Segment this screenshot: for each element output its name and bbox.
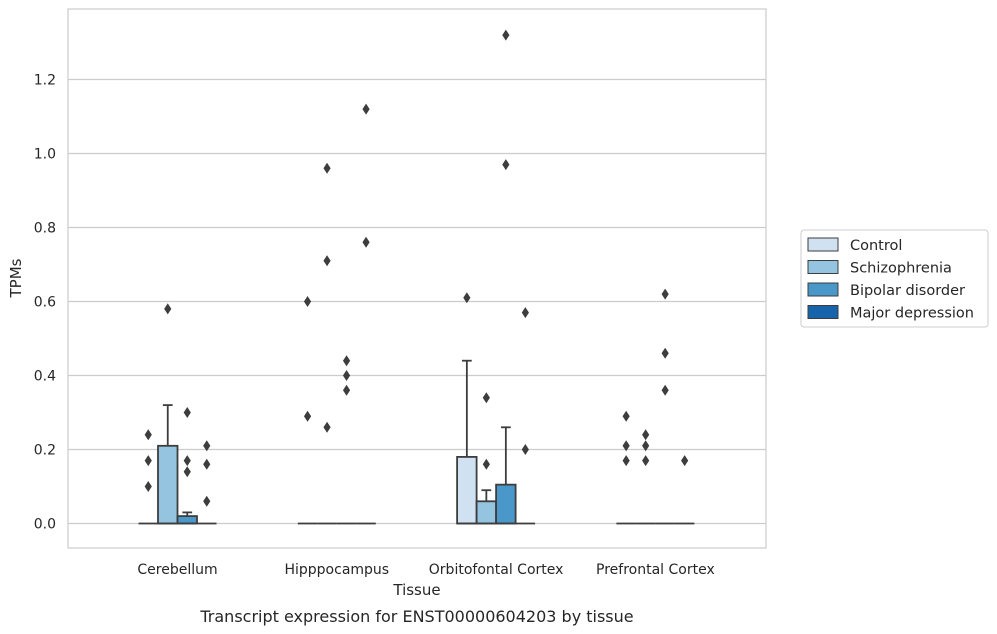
y-tick-label: 0.0 — [34, 517, 56, 533]
legend-swatch — [807, 260, 839, 274]
outlier-point — [164, 303, 172, 315]
outlier-point — [203, 458, 211, 470]
outlier-point — [183, 466, 191, 478]
outlier-point — [661, 347, 669, 359]
outlier-point — [303, 410, 312, 422]
outlier-point — [342, 370, 351, 381]
outlier-point — [521, 444, 529, 455]
legend-label: Schizophrenia — [850, 261, 952, 277]
outlier-point — [502, 159, 510, 171]
legend-label: Control — [850, 238, 902, 254]
outlier-point — [622, 440, 630, 452]
outlier-point — [203, 495, 211, 507]
outlier-point — [521, 307, 529, 319]
box — [495, 483, 517, 525]
outlier-point — [463, 292, 471, 304]
outlier-point — [183, 407, 191, 418]
outlier-point — [482, 458, 490, 470]
outlier-point — [502, 29, 510, 41]
y-tick-label: 0.4 — [34, 369, 56, 385]
legend-label: Major depression — [850, 306, 974, 322]
outlier-point — [144, 481, 152, 492]
plot-background — [68, 9, 766, 548]
x-axis-title: Tissue — [392, 581, 440, 599]
outlier-point — [144, 455, 152, 467]
legend-swatch — [807, 237, 839, 252]
y-tick-label: 1.2 — [34, 73, 56, 89]
chart-caption: Transcript expression for ENST0000060420… — [199, 607, 633, 626]
legend-frame — [800, 229, 989, 328]
outlier-group — [144, 29, 689, 507]
legend-label: Bipolar disorder — [850, 283, 965, 299]
y-tick-label: 1.0 — [34, 147, 56, 163]
outlier-point — [323, 255, 331, 267]
box — [456, 455, 478, 525]
outlier-point — [362, 103, 370, 115]
x-tick-label: Hipppocampus — [284, 562, 389, 578]
x-tick-label: Cerebellum — [137, 562, 217, 578]
outlier-point — [622, 410, 630, 422]
legend-items: Control Schizophrenia Bipolar disorder Majo… — [807, 237, 974, 322]
y-tick-labels: 0.0 0.2 0.4 0.6 0.8 1.0 1.2 — [34, 73, 56, 533]
outlier-point — [323, 162, 331, 174]
outlier-point — [681, 455, 689, 467]
outlier-point — [144, 429, 152, 441]
outlier-point — [661, 384, 669, 396]
legend-swatch — [807, 282, 839, 297]
outlier-point — [362, 236, 370, 248]
outlier-point — [642, 455, 650, 467]
y-tick-label: 0.2 — [34, 443, 56, 459]
outlier-point — [661, 288, 669, 300]
y-axis-title: TPMs — [7, 258, 25, 298]
plot-frame — [67, 8, 767, 549]
outlier-point — [342, 384, 351, 396]
x-tick-labels: Cerebellum Hipppocampus Orbitofontal Corte… — [137, 562, 714, 578]
box — [157, 444, 179, 525]
box-group — [138, 359, 695, 525]
outlier-point — [183, 455, 191, 467]
outlier-point — [642, 440, 650, 452]
outlier-point — [622, 455, 630, 467]
box — [475, 500, 498, 525]
box — [176, 515, 198, 525]
legend-swatch — [807, 305, 839, 319]
y-tick-label: 0.6 — [34, 295, 56, 311]
y-tick-label: 0.8 — [34, 221, 56, 237]
outlier-point — [342, 355, 351, 367]
x-tick-label: Prefrontal Cortex — [596, 562, 715, 578]
outlier-point — [482, 392, 490, 404]
x-tick-label: Orbitofontal Cortex — [429, 562, 564, 578]
outlier-point — [203, 440, 211, 452]
outlier-point — [303, 296, 312, 307]
outlier-point — [642, 429, 650, 441]
outlier-point — [323, 421, 331, 433]
legend: Control Schizophrenia Bipolar disorder Majo… — [800, 229, 989, 328]
